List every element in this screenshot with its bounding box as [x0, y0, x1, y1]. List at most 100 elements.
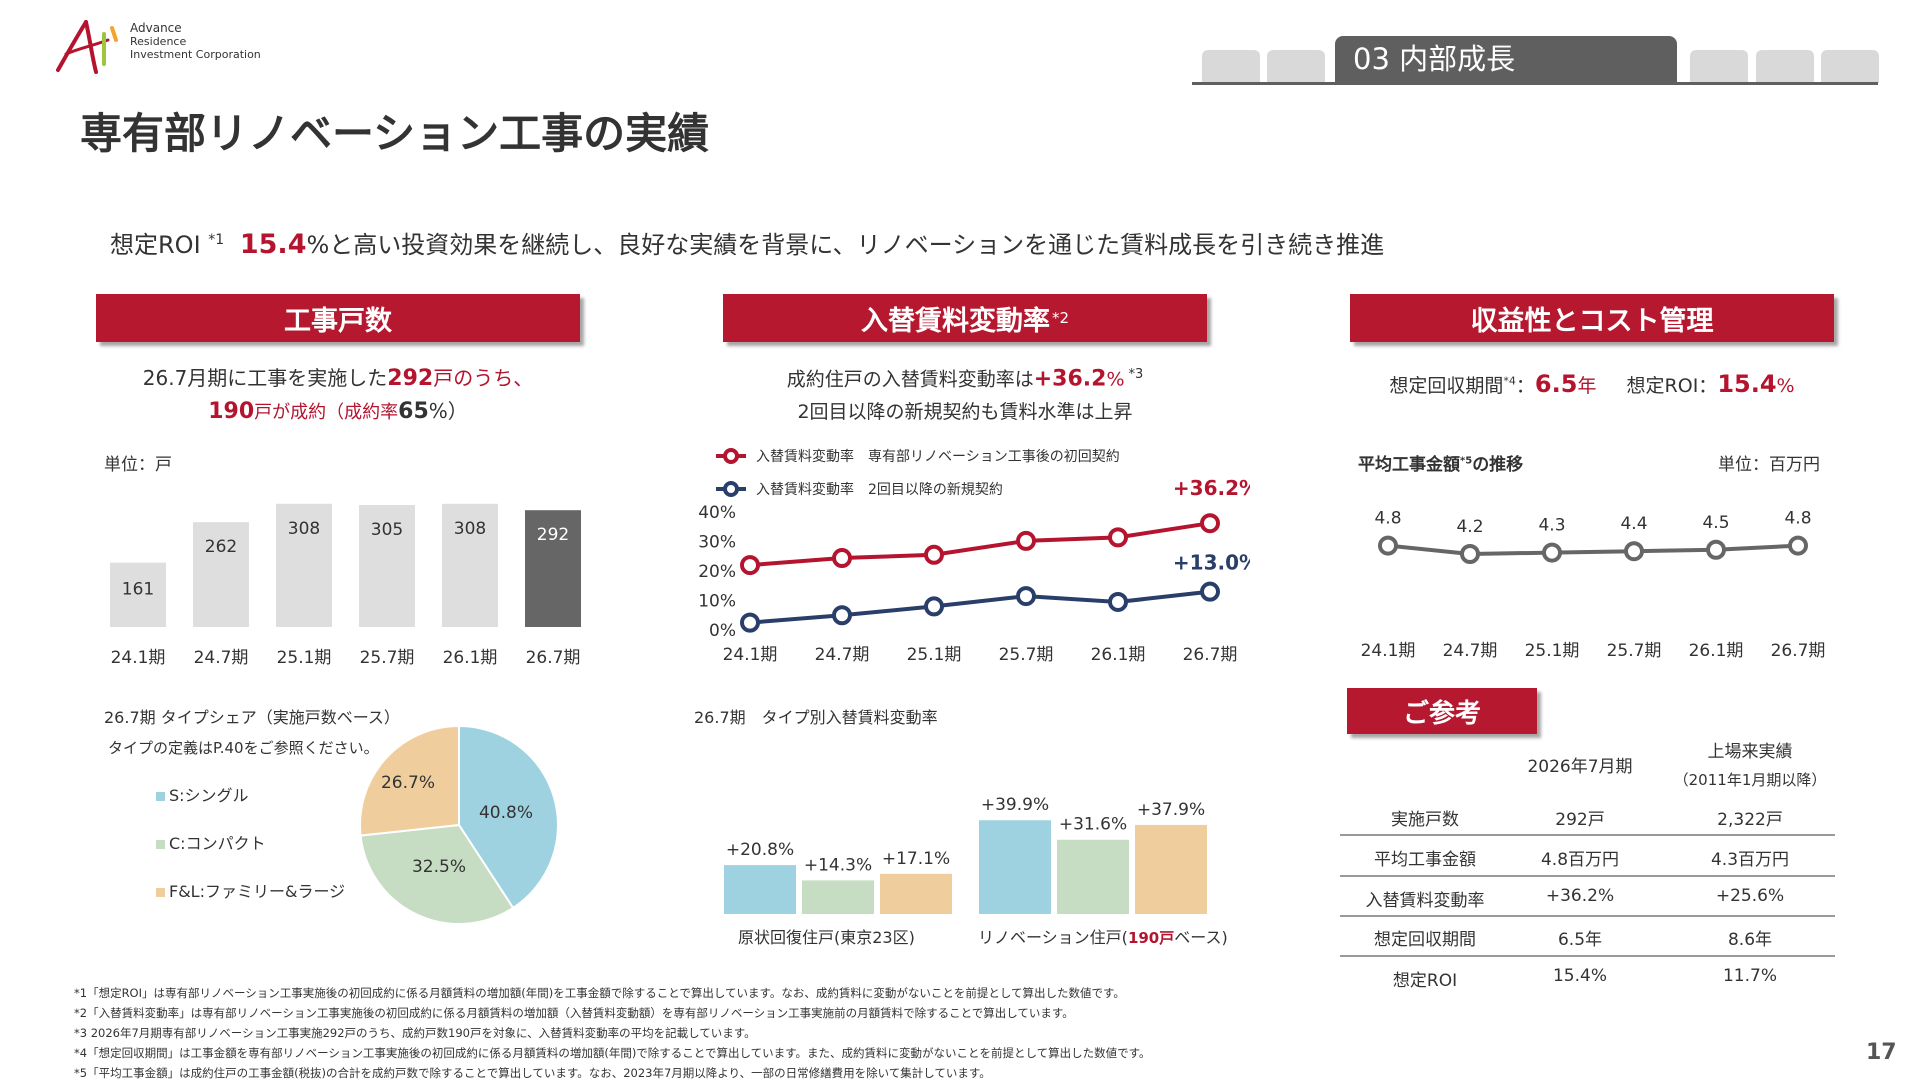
- cost-value-label: 4.8: [1784, 509, 1811, 529]
- profit-summary: 想定回収期間*4：6.5年 想定ROI：15.4%: [1389, 370, 1795, 398]
- works-bar: [525, 510, 581, 627]
- pie-slice-label: 32.5%: [412, 857, 466, 877]
- reference-cell-v1: 4.8百万円: [1540, 850, 1620, 870]
- cost-chart-title: 平均工事金額*5の推移: [1358, 455, 1524, 475]
- logo-mark-icon: [56, 20, 118, 74]
- type-bar-title: 26.7期 タイプ別入替賃料変動率: [694, 708, 938, 727]
- rent-legend-marker: [723, 481, 739, 497]
- works-bar-value: 308: [288, 519, 320, 539]
- reference-row-divider: [1340, 915, 1835, 917]
- reference-cell-v2: 2,322戸: [1717, 810, 1783, 830]
- legend-swatch-c: [156, 840, 165, 849]
- reference-cell-label: 実施戸数: [1391, 810, 1459, 830]
- rent-y-tick: 40%: [698, 503, 736, 523]
- type-bar: [979, 820, 1051, 914]
- cost-x-tick: 25.7期: [1607, 641, 1662, 661]
- reference-heading: ご参考: [1347, 688, 1537, 734]
- section-tab-label: 03 内部成長: [1353, 42, 1516, 76]
- works-bar-value: 292: [537, 525, 569, 545]
- reference-cell-v1: 6.5年: [1557, 930, 1603, 950]
- type-bar-label: +20.8%: [726, 840, 794, 860]
- reference-cell-v2: +25.6%: [1715, 886, 1785, 906]
- cost-point: [1460, 544, 1480, 564]
- pie-slice: [359, 724, 460, 837]
- type-bar: [880, 873, 952, 914]
- rent-point: [832, 605, 852, 626]
- logo: Advance Residence Investment Corporation: [56, 18, 296, 74]
- page-number: 17: [1866, 1040, 1897, 1065]
- type-bar-label: +14.3%: [804, 855, 872, 875]
- pie-subtitle: タイプの定義はP.40をご参照ください。: [108, 739, 379, 757]
- logo-line-3: Investment Corporation: [130, 48, 261, 61]
- section-tab-blank-5[interactable]: [1821, 50, 1879, 83]
- works-unit: 単位：戸: [104, 455, 172, 475]
- footnote: *5「平均工事金額」は成約住戸の工事金額(税抜)の合計を成約戸数で除することで算…: [74, 1066, 991, 1080]
- rent-point: [1016, 530, 1036, 551]
- reference-cell-v2: 11.7%: [1722, 966, 1777, 986]
- section-tab-blank-2[interactable]: [1267, 50, 1325, 83]
- rent-series-line: [749, 521, 1211, 568]
- reference-col2-header: 上場来実績 （2011年1月期以降）: [1673, 742, 1827, 789]
- cost-point: [1542, 542, 1562, 563]
- reference-row-divider: [1340, 955, 1835, 957]
- cost-x-tick: 26.7期: [1771, 641, 1826, 661]
- type-bar: [1057, 839, 1129, 914]
- lead-text: 想定ROI *1 15.4%と高い投資効果を継続し、良好な実績を背景に、リノベー…: [110, 225, 1384, 260]
- rent-point: [740, 612, 760, 633]
- logo-line-1: Advance: [130, 21, 182, 35]
- rent-y-tick: 10%: [698, 592, 736, 612]
- type-bar: [724, 865, 796, 914]
- works-bar-value: 305: [371, 520, 403, 540]
- type-bar-label: +37.9%: [1137, 800, 1205, 820]
- rent-end-label: +13.0%: [1173, 551, 1250, 575]
- rent-point: [1016, 586, 1036, 607]
- section-tab-blank-1[interactable]: [1202, 50, 1260, 83]
- lead-body: %と高い投資効果を継続し、良好な実績を背景に、リノベーションを通じた賃料成長を引…: [306, 231, 1385, 259]
- cost-x-tick: 26.1期: [1689, 641, 1744, 661]
- group-label-1: 原状回復住戸(東京23区): [738, 928, 915, 947]
- section-tab-active[interactable]: 03 内部成長: [1335, 36, 1677, 83]
- section-tab-blank-4[interactable]: [1756, 50, 1814, 83]
- cost-point: [1378, 535, 1398, 556]
- lead-value: 15.4: [239, 229, 307, 260]
- reference-cell-v2: 8.6年: [1727, 930, 1773, 950]
- section-tab-blank-3[interactable]: [1690, 50, 1748, 83]
- lead-note-mark: *1: [208, 232, 225, 248]
- rent-point: [832, 548, 852, 569]
- reference-cell-v2: 4.3百万円: [1710, 850, 1790, 870]
- rent-x-tick: 26.1期: [1091, 645, 1146, 665]
- group-label-2: リノベーション住戸(190戸ベース): [978, 928, 1228, 947]
- works-bar-value: 308: [454, 519, 486, 539]
- cost-point: [1706, 539, 1726, 560]
- reference-row-divider: [1340, 875, 1835, 877]
- rent-y-tick: 20%: [698, 562, 736, 582]
- rent-legend-label: 入替賃料変動率 専有部リノベーション工事後の初回契約: [756, 448, 1120, 465]
- works-bar: [110, 562, 166, 627]
- cost-value-label: 4.4: [1620, 514, 1647, 534]
- works-bar: [442, 503, 498, 627]
- pie-title: 26.7期 タイプシェア（実施戸数ベース）: [104, 708, 400, 727]
- cost-value-label: 4.5: [1702, 513, 1729, 533]
- works-x-tick: 26.1期: [443, 648, 498, 668]
- type-bar: [802, 880, 874, 914]
- type-rent-bar-chart: +20.8% +14.3% +17.1% +39.9% +31.6% +37.9%: [724, 795, 1207, 914]
- rent-end-label: +36.2%: [1173, 476, 1250, 500]
- cost-value-label: 4.2: [1456, 517, 1483, 537]
- type-bar-label: +39.9%: [981, 795, 1049, 815]
- reference-cell-v1: 15.4%: [1552, 966, 1607, 986]
- cost-x-tick: 25.1期: [1525, 641, 1580, 661]
- cost-point: [1624, 541, 1644, 562]
- cost-series-line: [1387, 543, 1799, 557]
- reference-cell-label: 想定ROI: [1392, 971, 1458, 991]
- legend-swatch-fl: [156, 888, 165, 897]
- rent-y-tick: 0%: [709, 621, 736, 641]
- rent-x-tick: 25.1期: [907, 645, 962, 665]
- works-x-tick: 24.1期: [111, 648, 166, 668]
- pie-legend-fl: F&L:ファミリー&ラージ: [156, 878, 345, 902]
- reference-row-divider: [1340, 834, 1835, 836]
- rent-point: [1200, 581, 1220, 602]
- works-bar: [193, 522, 249, 627]
- cost-value-label: 4.8: [1374, 509, 1401, 529]
- rent-legend-label: 入替賃料変動率 2回目以降の新規契約: [756, 481, 1003, 498]
